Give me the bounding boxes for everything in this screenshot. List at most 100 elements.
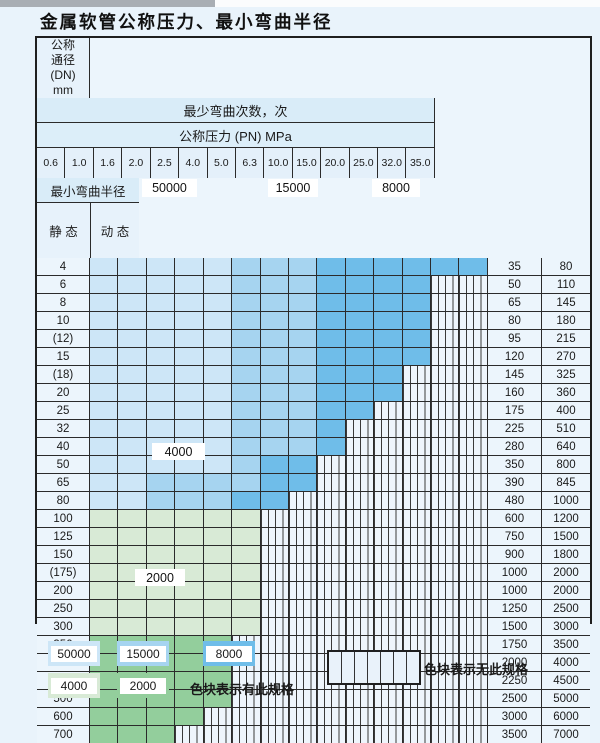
spec-cell-available <box>232 420 261 437</box>
spec-cell-none <box>260 726 289 743</box>
spec-cell-available <box>260 312 289 329</box>
static-radius-cell: 145 <box>488 366 542 383</box>
spec-cell-none <box>459 402 487 419</box>
spec-cell-available <box>90 474 119 491</box>
bend-count-label-4000: 4000 <box>152 443 205 460</box>
spec-cell-none <box>288 528 318 545</box>
spec-cell-none <box>459 348 487 365</box>
pressure-col-header: 32.0 <box>378 148 407 178</box>
dynamic-radius-cell: 1000 <box>542 492 590 509</box>
spec-cell-available <box>232 258 261 275</box>
table-row: 80 480 1000 <box>37 492 590 510</box>
dn-cell: 700 <box>37 726 90 743</box>
spec-cell-available <box>146 402 176 419</box>
spec-cell-none <box>345 726 375 743</box>
spec-cell-none <box>288 510 318 527</box>
spec-cell-available <box>90 294 119 311</box>
spec-cell-available <box>175 690 204 707</box>
spec-cell-none <box>374 708 403 725</box>
legend-swatch-15000: 15000 <box>117 641 169 666</box>
spec-cell-available <box>90 312 119 329</box>
spec-cell-none <box>402 474 432 491</box>
spec-cell-none <box>402 708 432 725</box>
static-radius-cell: 50 <box>488 276 542 293</box>
spec-cell-available <box>260 330 289 347</box>
spec-cell-available <box>203 312 233 329</box>
spec-cell-available <box>90 384 119 401</box>
spec-cell-none <box>431 618 460 635</box>
spec-cell-none <box>374 618 403 635</box>
spec-cell-none <box>402 420 432 437</box>
spec-cell-none <box>203 708 233 725</box>
spec-cell-none <box>459 564 487 581</box>
dynamic-radius-cell: 110 <box>542 276 590 293</box>
spec-cells <box>90 330 488 347</box>
spec-cells <box>90 600 488 617</box>
spec-cell-none <box>459 726 487 743</box>
spec-cell-none <box>431 312 460 329</box>
static-radius-cell: 3500 <box>488 726 542 743</box>
spec-cell-none <box>459 330 487 347</box>
pressure-col-header: 5.0 <box>208 148 236 178</box>
dn-cell: 50 <box>37 456 90 473</box>
top-scan-strip <box>0 0 600 7</box>
spec-cell-available <box>317 438 346 455</box>
spec-cells <box>90 276 488 293</box>
spec-cell-available <box>232 402 261 419</box>
static-radius-cell: 480 <box>488 492 542 509</box>
spec-cell-available <box>118 510 147 527</box>
spec-cell-none <box>374 456 403 473</box>
spec-cell-available <box>146 348 176 365</box>
spec-cell-available <box>175 510 204 527</box>
spec-cell-none <box>288 708 318 725</box>
spec-cell-none <box>459 276 487 293</box>
spec-cells <box>90 258 488 275</box>
static-radius-cell: 280 <box>488 438 542 455</box>
spec-cell-available <box>232 546 261 563</box>
dynamic-radius-cell: 4000 <box>542 654 590 671</box>
spec-cell-available <box>232 618 261 635</box>
spec-cell-none <box>317 690 346 707</box>
spec-cell-none <box>431 654 460 671</box>
spec-cell-none <box>288 618 318 635</box>
spec-cell-available <box>175 402 204 419</box>
spec-cell-available <box>232 366 261 383</box>
spec-cell-none <box>345 564 375 581</box>
spec-cell-none <box>175 726 204 743</box>
spec-cell-available <box>118 474 147 491</box>
spec-cell-available <box>260 384 289 401</box>
spec-cell-none <box>374 726 403 743</box>
spec-cell-available <box>90 258 119 275</box>
dn-header-line: (DN) <box>50 68 76 82</box>
spec-cells <box>90 564 488 581</box>
spec-cell-none <box>317 618 346 635</box>
pressure-col-header: 0.6 <box>37 148 66 178</box>
spec-cell-none <box>402 618 432 635</box>
spec-cell-available <box>146 420 176 437</box>
spec-cell-none <box>203 726 233 743</box>
table-row: 4 35 80 <box>37 258 590 276</box>
spec-cell-available <box>260 258 289 275</box>
spec-cell-available <box>374 312 403 329</box>
dynamic-radius-cell: 640 <box>542 438 590 455</box>
spec-cell-none <box>260 564 289 581</box>
static-radius-cell: 120 <box>488 348 542 365</box>
spec-cell-available <box>90 330 119 347</box>
spec-cell-available <box>260 474 289 491</box>
spec-cell-available <box>260 366 289 383</box>
static-radius-cell: 80 <box>488 312 542 329</box>
spec-cell-available <box>232 294 261 311</box>
spec-cell-available <box>203 420 233 437</box>
spec-cell-none <box>317 582 346 599</box>
dn-cell: 150 <box>37 546 90 563</box>
dynamic-radius-cell: 1200 <box>542 510 590 527</box>
spec-cell-available <box>175 492 204 509</box>
legend-swatch-8000: 8000 <box>203 641 255 666</box>
spec-cell-available <box>232 312 261 329</box>
table-row: (175) 1000 2000 <box>37 564 590 582</box>
spec-cell-none <box>431 582 460 599</box>
spec-cell-available <box>288 402 318 419</box>
spec-cell-available <box>146 366 176 383</box>
spec-cell-none <box>402 726 432 743</box>
spec-cells <box>90 402 488 419</box>
